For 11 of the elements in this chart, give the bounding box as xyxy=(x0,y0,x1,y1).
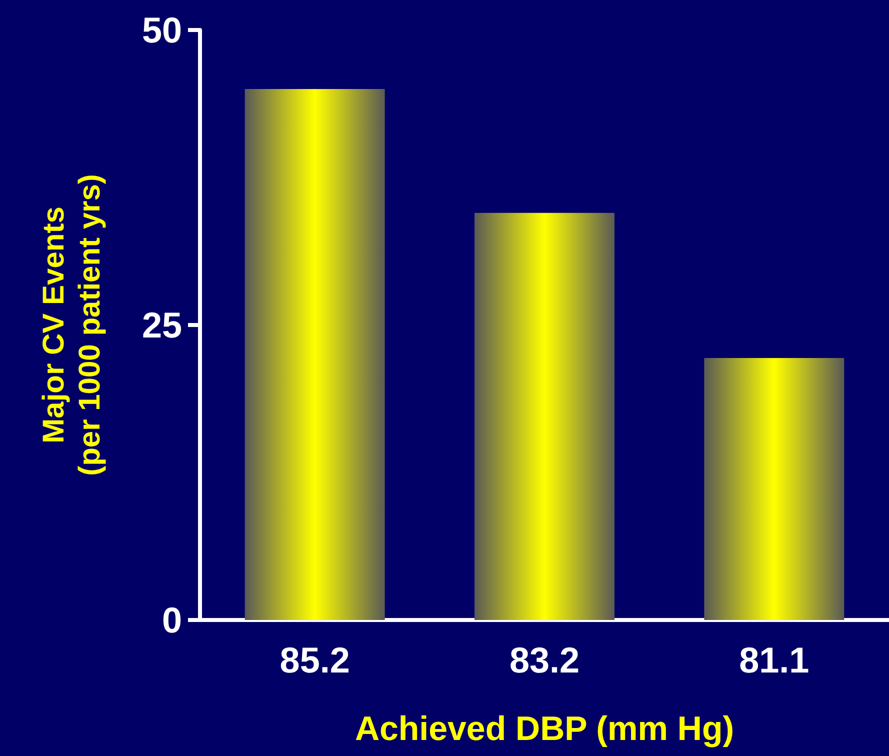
bar xyxy=(244,89,385,620)
x-axis-title: Achieved DBP (mm Hg) xyxy=(354,710,734,748)
y-axis-title: Major CV Events (per 1000 patient yrs) xyxy=(38,174,106,476)
x-tick-label: 85.2 xyxy=(280,640,350,680)
y-tick-label: 25 xyxy=(142,304,182,346)
y-tick-label: 50 xyxy=(142,10,182,50)
x-tick-label: 83.2 xyxy=(509,640,580,680)
y-tick-label: 0 xyxy=(162,600,182,640)
bar xyxy=(474,212,614,620)
bar xyxy=(704,358,844,620)
x-tick-label: 81.1 xyxy=(739,640,810,680)
